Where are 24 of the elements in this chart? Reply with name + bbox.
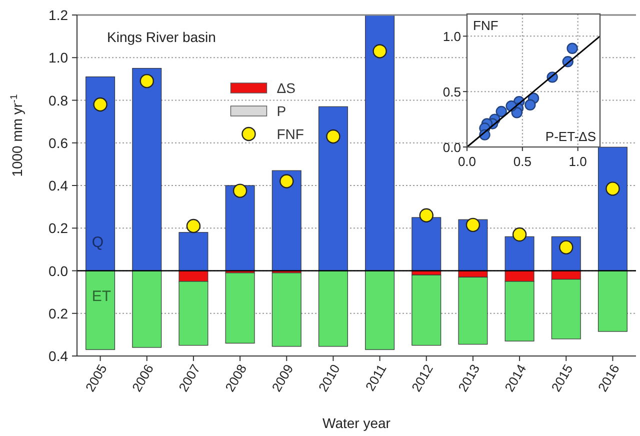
x-tick-label: 0.0 [458, 154, 476, 169]
x-tick-label: 1.0 [568, 154, 587, 169]
legend-label: P [276, 103, 286, 119]
y-tick-label: 0.5 [442, 84, 461, 100]
y-axis-title: FNF [473, 18, 498, 33]
y-tick-label: 0.0 [48, 262, 68, 279]
series-label: Q [92, 234, 104, 251]
y-tick-label: 1.2 [48, 7, 68, 23]
y-tick-label: 0.2 [48, 305, 68, 322]
y-tick-label: 0.4 [48, 178, 68, 194]
series-label: ET [92, 288, 112, 305]
legend-label: ΔS [276, 80, 296, 96]
x-tick-label: 0.5 [513, 154, 532, 169]
y-tick-label: 0.4 [48, 348, 68, 364]
legend-label: FNF [276, 126, 304, 142]
y-tick-label: 0.0 [442, 140, 461, 155]
y-tick-label: 1.0 [442, 29, 461, 44]
x-axis-title: Water year [322, 415, 391, 431]
text: Kings River basin [107, 29, 216, 45]
y-tick-label: 0.6 [48, 134, 68, 151]
x-axis-title: P-ET-ΔS [545, 129, 596, 144]
y-tick-label: 0.2 [48, 220, 68, 236]
y-tick-label: 1.0 [48, 50, 68, 66]
y-tick-label: 0.8 [48, 92, 68, 108]
